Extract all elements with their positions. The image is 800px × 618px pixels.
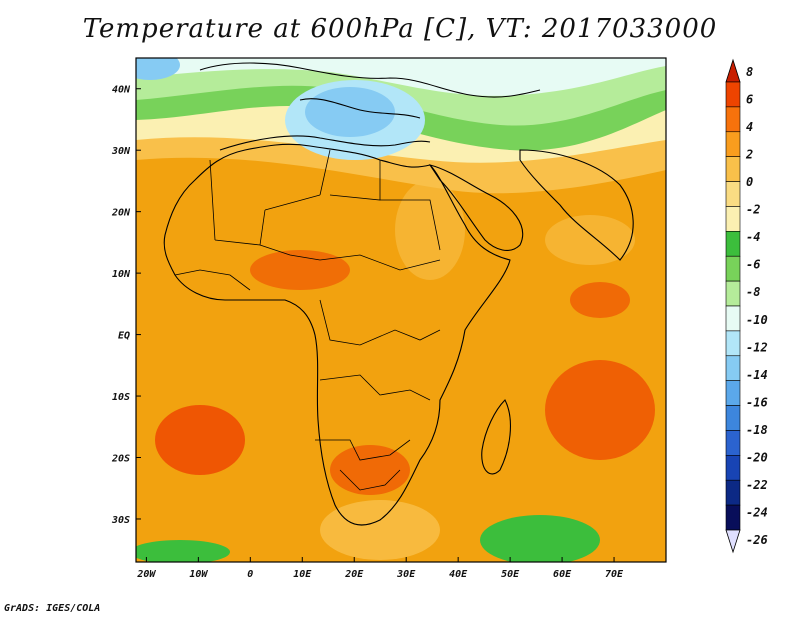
mild-patch-ethiopia bbox=[395, 180, 465, 280]
colorbar-segment bbox=[725, 181, 741, 207]
lat-tick-label: 10S bbox=[112, 392, 130, 403]
lat-tick-label: 10N bbox=[112, 269, 131, 280]
lon-tick-label: 50E bbox=[501, 569, 520, 580]
colorbar-level-label: -10 bbox=[746, 313, 768, 327]
colorbar-level-label: 6 bbox=[746, 93, 753, 107]
colorbar-level-label: -4 bbox=[746, 230, 760, 244]
colorbar-level-label: -22 bbox=[746, 478, 768, 492]
axis-ticks: 40N 30N 20N 10N EQ 10S 20S 30S 20W 10W 0 10E 20E 30E 4… bbox=[111, 85, 624, 580]
colorbar-segment bbox=[725, 206, 741, 232]
hot-patch-sahel bbox=[250, 250, 350, 290]
india-coast bbox=[519, 149, 634, 261]
colorbar-level-label: -2 bbox=[746, 203, 760, 217]
colorbar-segment bbox=[725, 405, 741, 431]
border-b bbox=[329, 160, 441, 251]
colorbar-segment bbox=[725, 81, 741, 108]
plot-frame bbox=[135, 57, 667, 563]
map-title: Temperature at 600hPa [C], VT: 201703300… bbox=[82, 14, 718, 44]
mediterranean-south bbox=[219, 135, 431, 151]
colorbar-segment bbox=[725, 231, 741, 257]
border-f bbox=[315, 439, 411, 461]
border-g bbox=[339, 469, 401, 491]
cold-blob-b bbox=[305, 87, 395, 137]
colorbar-segment bbox=[725, 330, 741, 357]
credit-text: GrADS: IGES/COLA bbox=[4, 603, 101, 614]
border-c bbox=[259, 244, 441, 271]
lon-tick-label: 30E bbox=[396, 569, 416, 580]
cold-blob-c bbox=[136, 58, 180, 80]
colorbar-level-label: -12 bbox=[746, 340, 768, 354]
country-borders bbox=[174, 149, 441, 491]
colorbar-segment bbox=[725, 131, 741, 157]
colorbar-level-label: -6 bbox=[746, 258, 760, 272]
colorbar-segment bbox=[725, 106, 741, 133]
colorbar-segment bbox=[725, 479, 741, 506]
colorbar-segment bbox=[725, 280, 741, 307]
madagascar-coast bbox=[481, 399, 511, 475]
colorbar-segment bbox=[725, 380, 741, 406]
hot-patch-atlantic bbox=[155, 405, 245, 475]
colorbar-segment bbox=[725, 156, 741, 182]
colorbar-level-label: -20 bbox=[746, 450, 768, 464]
colorbar-level-label: -8 bbox=[746, 285, 760, 299]
lon-tick-label: 10W bbox=[189, 569, 208, 580]
colorbar-segment bbox=[725, 355, 741, 381]
colorbar-level-label: -26 bbox=[746, 533, 768, 547]
lon-tick-label: 20E bbox=[344, 569, 364, 580]
band-minus10 bbox=[136, 58, 666, 96]
colorbar-level-label: 8 bbox=[746, 65, 753, 79]
lon-tick-label: 10E bbox=[293, 569, 312, 580]
colorbar-level-label: -16 bbox=[746, 395, 768, 409]
border-d bbox=[319, 299, 441, 346]
mild-patch-cape bbox=[320, 500, 440, 560]
colorbar-level-label: 0 bbox=[746, 175, 753, 189]
border-a bbox=[209, 149, 331, 246]
border-h bbox=[174, 269, 251, 291]
lat-tick-label: 40N bbox=[112, 85, 131, 96]
colorbar-segment bbox=[725, 305, 741, 332]
temperature-field bbox=[136, 58, 666, 562]
lat-tick-label: 30S bbox=[111, 515, 130, 526]
colorbar-level-label: -14 bbox=[746, 368, 768, 382]
cool-patch-south bbox=[480, 515, 600, 562]
colorbar-level-label: 2 bbox=[745, 148, 753, 162]
lat-tick-label: 30N bbox=[111, 146, 131, 157]
hot-patch-arabian bbox=[570, 282, 630, 318]
hot-patch-indian bbox=[545, 360, 655, 460]
colorbar-segment bbox=[725, 255, 741, 282]
colorbar-segment bbox=[725, 430, 741, 456]
colorbar-level-label: -18 bbox=[746, 423, 768, 437]
lat-tick-label: 20N bbox=[111, 208, 131, 219]
colorbar-level-label: -24 bbox=[746, 505, 768, 519]
lon-tick-label: 0 bbox=[247, 569, 253, 580]
mediterranean-north bbox=[299, 98, 421, 119]
colorbar-segment bbox=[725, 455, 741, 481]
colorbar-top-triangle bbox=[725, 58, 741, 83]
border-e bbox=[319, 374, 431, 401]
europe-coast bbox=[199, 62, 541, 98]
colorbar-bottom-triangle bbox=[725, 529, 741, 554]
lon-tick-label: 40E bbox=[449, 569, 468, 580]
lon-tick-label: 20W bbox=[136, 569, 156, 580]
colorbar-level-label: 4 bbox=[746, 120, 753, 134]
lat-tick-label: EQ bbox=[118, 331, 130, 342]
hot-patch-south-africa bbox=[330, 445, 410, 495]
colorbar-segment bbox=[725, 504, 741, 531]
africa-coast bbox=[163, 143, 511, 526]
arabia-coast bbox=[428, 164, 524, 251]
lon-tick-label: 60E bbox=[553, 569, 572, 580]
lat-tick-label: 20S bbox=[111, 454, 130, 465]
lon-tick-label: 70E bbox=[605, 569, 624, 580]
coastlines bbox=[163, 62, 634, 526]
cool-patch-southwest bbox=[136, 540, 230, 562]
colorbar: 8 6 4 2 0 -2 -4 -6 -8 -10 -12 -14 -16 -18 -20 -22 -24 -26 bbox=[725, 58, 768, 554]
